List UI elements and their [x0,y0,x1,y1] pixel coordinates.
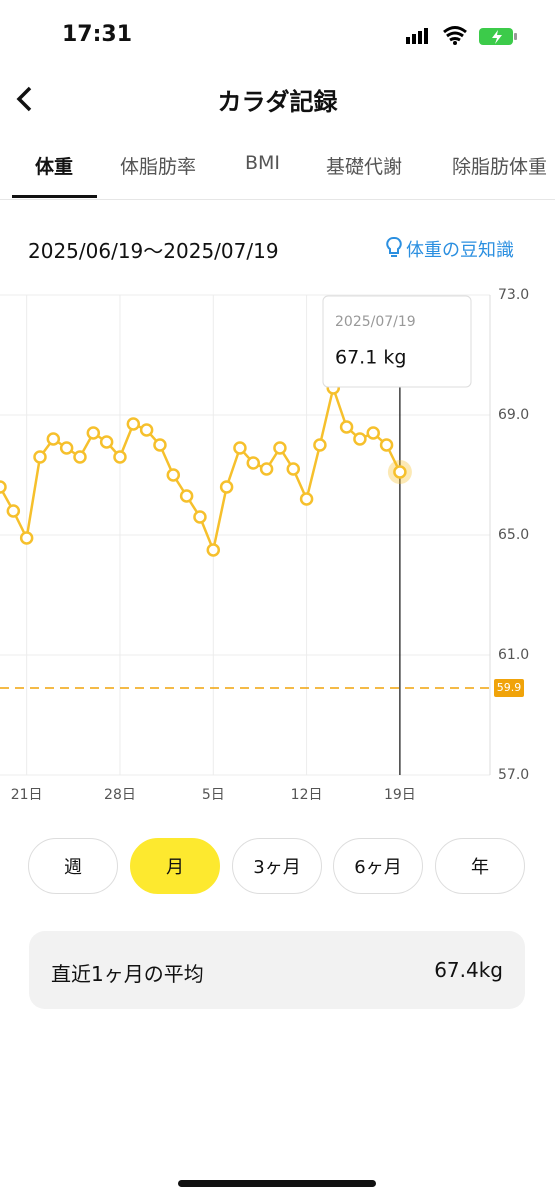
tip-link[interactable]: 体重の豆知識 [406,240,514,261]
average-label: 直近1ヶ月の平均 [51,962,204,986]
data-point [233,441,247,455]
y-tick-label: 69.0 [498,407,529,423]
data-point [153,438,167,452]
data-point [179,489,194,503]
average-card: 直近1ヶ月の平均 67.4kg [29,931,525,1009]
tab[interactable]: 基礎代謝 [326,156,403,178]
data-point [33,450,47,464]
y-tick-label: 65.0 [498,527,529,543]
data-point [246,456,261,470]
period-button[interactable]: 週 [28,838,118,894]
x-tick-label: 12日 [291,787,323,803]
data-point [59,441,74,455]
x-tick-label: 21日 [11,787,43,803]
tab[interactable]: BMI [245,152,281,174]
x-tick-label: 5日 [202,787,225,803]
data-point [113,450,127,464]
data-point [6,504,21,518]
data-point [379,438,394,452]
tooltip-box [322,295,472,388]
y-tick-label: 61.0 [498,647,529,663]
tab[interactable]: 除脂肪体重 [452,156,548,178]
x-tick-label: 19日 [384,787,416,803]
y-tick-label: 57.0 [498,767,529,783]
period-button[interactable]: 3ヶ月 [232,838,322,894]
data-point [259,462,274,476]
reference-badge [494,679,524,697]
data-point [339,420,354,434]
data-point [286,462,301,476]
data-point [0,480,7,494]
period-button[interactable]: 年 [435,838,525,894]
data-point [19,531,34,545]
period-button[interactable]: 6ヶ月 [333,838,423,894]
date-range: 2025/06/19〜2025/07/19 [28,239,279,263]
x-tick-label: 28日 [104,787,136,803]
data-point [46,432,61,446]
status-time: 17:31 [62,22,133,47]
data-point [99,435,114,449]
tooltip-value: 67.1 kg [335,347,406,369]
average-value: 67.4kg [434,958,503,982]
tab-bar: 体重 体脂肪率 BMI 基礎代謝 除脂肪体重 [0,0,555,200]
tab[interactable]: 体重 [35,156,74,178]
tab-indicator [12,195,97,198]
data-point [219,480,234,494]
y-tick-label: 73.0 [498,287,529,303]
data-point [126,417,141,431]
reference-label: 59.9 [497,681,522,694]
page-title: カラダ記録 [217,88,338,116]
data-point [313,438,327,452]
home-indicator [178,1180,376,1187]
data-point [206,543,221,557]
status-icons [406,26,517,45]
tab[interactable]: 体脂肪率 [120,156,197,178]
data-point [353,432,367,446]
back-button[interactable] [10,84,40,114]
tooltip-title: 2025/07/19 [335,314,416,330]
data-point [139,423,154,437]
data-point [299,492,314,506]
bulb-icon [386,236,402,257]
data-point [166,468,181,482]
data-point [86,426,101,440]
data-point [193,510,207,524]
data-point [73,450,87,464]
period-button[interactable]: 月 [130,838,220,894]
data-line [0,383,402,555]
data-point [273,441,287,455]
chart: 57.0 61.0 65.0 69.0 73.0 21日 28日 5日 12日 19日 59.9 20… [0,287,529,803]
data-point [366,426,380,440]
divider [0,199,555,200]
data-point [393,465,407,479]
